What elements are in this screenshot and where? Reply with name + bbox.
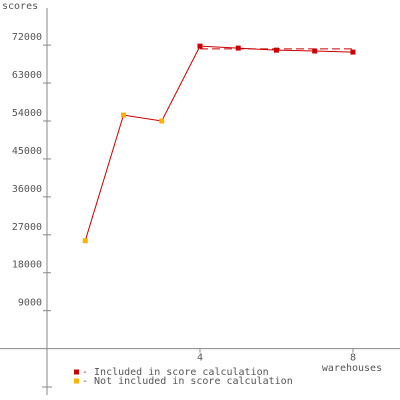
line-segment xyxy=(199,45,239,49)
line-segment xyxy=(276,49,315,52)
y-axis-title: scores xyxy=(2,1,38,12)
point xyxy=(312,48,318,54)
line-segment xyxy=(161,45,201,122)
line-segment xyxy=(84,114,124,241)
y-tick-label: 18000 xyxy=(12,260,42,271)
point xyxy=(120,112,126,118)
point xyxy=(350,49,356,55)
line-segment xyxy=(238,47,277,51)
y-tick-label: 36000 xyxy=(12,184,42,195)
point xyxy=(273,47,279,53)
y-tick-label: 54000 xyxy=(12,108,42,119)
x-axis-title: warehouses xyxy=(322,363,382,374)
y-tick-label: 9000 xyxy=(18,298,42,309)
y-tick-label: 72000 xyxy=(12,32,42,43)
y-tick-label: 45000 xyxy=(12,146,42,157)
point xyxy=(197,43,203,49)
y-tick-label: 27000 xyxy=(12,222,42,233)
legend-marker xyxy=(74,369,79,375)
point xyxy=(235,45,241,51)
line-segment xyxy=(314,50,353,53)
x-tick-label: 8 xyxy=(350,353,356,364)
y-tick-label: 63000 xyxy=(12,70,42,81)
line-segment xyxy=(123,114,162,122)
point xyxy=(159,118,165,124)
x-tick-label: 4 xyxy=(197,353,203,364)
legend-label: - Included in score calculation xyxy=(82,367,269,378)
point xyxy=(82,238,88,244)
legend-label: - Not included in score calculation xyxy=(82,376,293,387)
legend-marker xyxy=(74,378,79,384)
